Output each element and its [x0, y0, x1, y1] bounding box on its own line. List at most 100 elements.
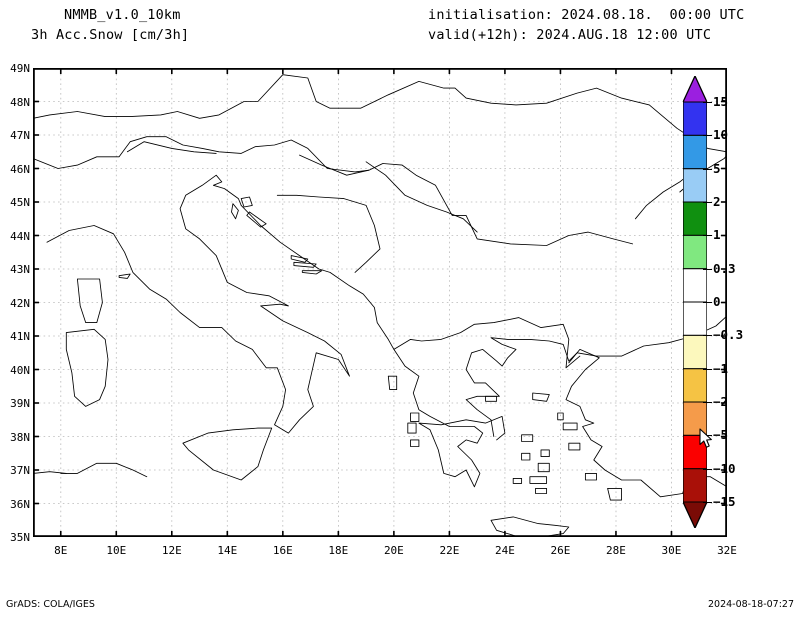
x-tick-label: 32E [717, 544, 737, 557]
coastline-path [540, 449, 550, 458]
y-tick-label: 46N [10, 162, 30, 176]
x-tick-label: 24E [494, 544, 515, 557]
coastline-path [240, 196, 253, 208]
y-tick-label: 47N [10, 129, 30, 142]
coastline-path [290, 255, 309, 263]
x-tick-label: 28E [606, 544, 626, 557]
y-tick-label: 49N [10, 62, 30, 75]
coastline-path [537, 462, 550, 473]
coastline-path [276, 194, 381, 273]
colorbar-tick-label: 15 [713, 94, 729, 109]
colorbar-tick-label: 0.3 [713, 260, 736, 276]
coastline-path [485, 395, 498, 402]
coastline-path [33, 471, 67, 474]
coastline-path [521, 452, 531, 461]
coastline-path [301, 270, 323, 275]
colorbar-band [683, 335, 707, 370]
coastline-path [562, 422, 578, 431]
coastline-path [529, 476, 548, 484]
colorbar-band [683, 302, 707, 336]
coastline-path [410, 439, 420, 447]
y-tick-label: 44N [10, 229, 30, 243]
colorbar-tick-label: −1 [713, 360, 729, 376]
y-tick-label: 45N [10, 196, 30, 209]
colorbar-band [683, 268, 707, 303]
grid-lines [34, 69, 726, 536]
colorbar-tick-mark [703, 435, 712, 437]
y-tick-label: 39N [10, 397, 30, 410]
initialisation-time: initialisation: 2024.08.18. 00:00 UTC [428, 7, 745, 23]
colorbar-tick-mark [703, 268, 712, 270]
colorbar-tick-label: −5 [713, 427, 729, 443]
colorbar-top-arrow [683, 76, 707, 102]
coastline-path [65, 328, 109, 407]
colorbar-tick-mark [703, 335, 712, 337]
x-tick-label: 22E [439, 544, 460, 557]
colorbar-tick-label: 0 [713, 294, 721, 309]
coastline-path [46, 174, 350, 434]
footer-credit: GrADS: COLA/IGES [6, 599, 95, 610]
colorbar-tick-label: 1 [713, 227, 721, 243]
coastline-path [365, 161, 478, 233]
x-tick-label: 30E [661, 544, 682, 557]
x-tick-label: 20E [383, 544, 404, 557]
coastline-path [240, 204, 506, 488]
colorbar-band [683, 435, 707, 470]
colorbar-band [683, 168, 707, 203]
coastline-path [293, 261, 317, 268]
coastline-path [512, 477, 523, 484]
colorbar[interactable] [683, 76, 707, 528]
x-tick-label: 14E [217, 544, 238, 557]
coastline-path [246, 211, 267, 228]
coastline-path [299, 154, 370, 176]
x-tick-label: 26E [550, 544, 571, 557]
coastline-path [532, 392, 550, 402]
colorbar-bottom-arrow [683, 502, 707, 528]
x-tick-label: 12E [161, 544, 182, 557]
coastline-path [126, 141, 217, 154]
coastline-path [33, 136, 634, 246]
coastline-path [76, 278, 103, 324]
coastline-path [182, 427, 273, 481]
coastline-path [584, 472, 597, 481]
colorbar-tick-label: −15 [713, 494, 736, 509]
coastline-path [490, 516, 570, 537]
colorbar-tick-label: 5 [713, 160, 721, 176]
coastline-path [33, 74, 727, 153]
colorbar-tick-mark [703, 502, 712, 503]
coastline-path [118, 273, 131, 279]
coastline-path [60, 462, 148, 478]
coastline-path [607, 487, 622, 501]
coastline-path [393, 317, 581, 369]
colorbar-band [683, 235, 707, 270]
colorbar-tick-label: 2 [713, 194, 721, 209]
x-tick-label: 18E [328, 544, 349, 557]
coastline-path [535, 487, 548, 494]
colorbar-tick-label: 10 [713, 127, 729, 143]
colorbar-band [683, 202, 707, 236]
colorbar-tick-mark [703, 235, 712, 237]
colorbar-band [683, 368, 707, 403]
y-tick-label: 36N [10, 497, 30, 511]
colorbar-band [683, 468, 707, 503]
colorbar-tick-mark [703, 468, 712, 470]
colorbar-tick-label: −2 [713, 394, 729, 409]
colorbar-tick-mark [703, 302, 712, 303]
colorbar-band [683, 402, 707, 436]
y-tick-label: 37N [10, 464, 30, 477]
colorbar-tick-mark [703, 202, 712, 203]
y-tick-label: 40N [10, 363, 30, 377]
coastline-path [521, 434, 534, 442]
footer-timestamp: 2024-08-18-07:27 [707, 599, 794, 610]
colorbar-band [683, 102, 707, 136]
y-tick-label: 35N [10, 531, 30, 544]
valid-time: valid(+12h): 2024.AUG.18 12:00 UTC [428, 27, 712, 43]
y-tick-label: 42N [10, 296, 30, 310]
y-tick-label: 41N [10, 330, 30, 343]
colorbar-tick-mark [703, 168, 712, 170]
colorbar-tick-mark [703, 402, 712, 403]
map-plot-area [33, 68, 727, 537]
coastline-path [565, 348, 727, 498]
y-tick-label: 43N [10, 263, 30, 276]
